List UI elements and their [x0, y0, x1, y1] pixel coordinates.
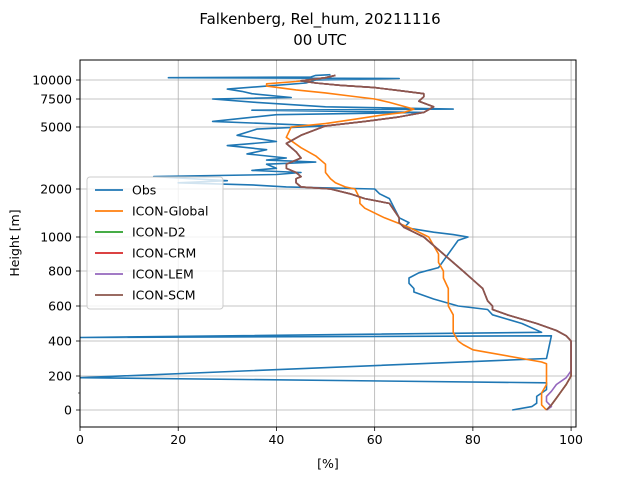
x-tick-label: 100	[559, 432, 583, 447]
x-tick-label: 40	[268, 432, 284, 447]
y-axis-label: Height [m]	[7, 209, 22, 276]
y-tick-label: 2000	[40, 182, 72, 197]
legend: Obs ICON-Global ICON-D2 ICON-CRM ICON-LEM ICO…	[86, 176, 224, 310]
legend-label: ICON-D2	[132, 225, 186, 240]
grid	[79, 60, 576, 427]
chart-title: Falkenberg, Rel_hum, 20211116	[199, 10, 440, 29]
legend-label: ICON-Global	[132, 204, 208, 219]
x-tick-label: 20	[170, 432, 186, 447]
series-line-icon-global	[265, 74, 548, 411]
y-tick-label: 0	[64, 403, 72, 418]
y-tick-label: 200	[48, 369, 72, 384]
plot-frame	[79, 59, 577, 428]
y-tick-label: 7500	[40, 92, 72, 107]
x-axis-label: [%]	[317, 456, 339, 471]
series-lines	[80, 73, 572, 411]
series-line-icon-scm	[285, 74, 572, 411]
y-tick-label: 800	[48, 264, 72, 279]
chart-subtitle: 00 UTC	[293, 31, 347, 49]
x-tick-label: 80	[465, 432, 481, 447]
x-tick-label: 0	[76, 432, 84, 447]
y-tick-label: 600	[48, 299, 72, 314]
y-tick-label: 10000	[32, 73, 72, 88]
x-tick-label: 60	[367, 432, 383, 447]
axis-ticks: 0 20 40 60 80 1000200400600800100020005000750…	[32, 73, 583, 448]
legend-label: ICON-CRM	[132, 246, 196, 261]
y-tick-label: 5000	[40, 120, 72, 135]
legend-label: Obs	[132, 183, 156, 198]
legend-box	[86, 176, 224, 310]
legend-label: ICON-SCM	[132, 288, 196, 303]
series-line-obs	[80, 73, 553, 411]
legend-label: ICON-LEM	[132, 267, 194, 282]
y-tick-label: 400	[48, 334, 72, 349]
y-tick-label: 1000	[40, 230, 72, 245]
